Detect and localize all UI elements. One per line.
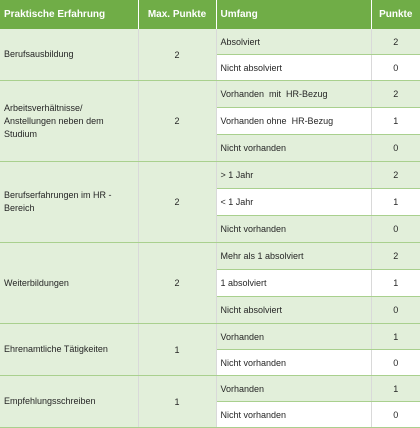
option-cell: Absolviert <box>216 29 372 55</box>
points-cell: 0 <box>371 134 420 162</box>
table-row: Nicht vorhanden 0 <box>0 349 420 376</box>
table-row: Berufserfahrungen im HR - Bereich 2 > 1 Ja… <box>0 161 420 243</box>
table-row: Nicht absolviert 0 <box>0 54 420 81</box>
max-points-cell: 2 <box>138 161 217 243</box>
points-cell: 2 <box>371 29 420 55</box>
points-cell: 0 <box>371 215 420 243</box>
header-scope: Umfang <box>216 0 372 29</box>
option-cell: Vorhanden mit HR-Bezug <box>216 80 372 108</box>
header-points: Punkte <box>371 0 420 29</box>
table-body: Berufsausbildung 2 Absolviert 2 Nicht absolv… <box>0 29 420 428</box>
points-cell: 2 <box>371 242 420 270</box>
option-cell: Nicht vorhanden <box>216 349 372 376</box>
option-cell: Nicht vorhanden <box>216 215 372 243</box>
table-row: Ehrenamtliche Tätigkeiten 1 Vorhanden 1 <box>0 323 420 376</box>
table-header-row: Praktische Erfahrung Max. Punkte Umfang … <box>0 0 420 29</box>
points-cell: 2 <box>371 80 420 108</box>
option-cell: < 1 Jahr <box>216 188 372 216</box>
option-cell: Nicht absolviert <box>216 54 372 81</box>
table-row: Empfehlungsschreiben 1 Vorhanden 1 <box>0 375 420 428</box>
option-cell: 1 absolviert <box>216 269 372 297</box>
table-row: Weiterbildungen 2 Mehr als 1 absolviert 2 <box>0 242 420 324</box>
category-cell: Berufserfahrungen im HR - Bereich <box>0 161 139 243</box>
table-row: Nicht vorhanden 0 <box>0 215 420 243</box>
points-cell: 1 <box>371 323 420 350</box>
option-cell: Vorhanden <box>216 323 372 350</box>
points-cell: 0 <box>371 401 420 428</box>
max-points-cell: 1 <box>138 323 217 376</box>
option-cell: > 1 Jahr <box>216 161 372 189</box>
max-points-cell: 2 <box>138 80 217 162</box>
table-row: < 1 Jahr 1 <box>0 188 420 216</box>
category-cell: Berufsausbildung <box>0 29 139 81</box>
option-cell: Nicht absolviert <box>216 296 372 324</box>
max-points-cell: 2 <box>138 242 217 324</box>
option-cell: Vorhanden <box>216 375 372 402</box>
category-cell: Weiterbildungen <box>0 242 139 324</box>
table-row: Vorhanden ohne HR-Bezug 1 <box>0 107 420 135</box>
header-max-points: Max. Punkte <box>138 0 217 29</box>
max-points-cell: 1 <box>138 375 217 428</box>
points-cell: 1 <box>371 375 420 402</box>
table-row: Nicht vorhanden 0 <box>0 134 420 162</box>
table-row: Nicht absolviert 0 <box>0 296 420 324</box>
option-cell: Nicht vorhanden <box>216 401 372 428</box>
points-cell: 0 <box>371 54 420 81</box>
table-row: 1 absolviert 1 <box>0 269 420 297</box>
category-cell: Empfehlungsschreiben <box>0 375 139 428</box>
option-cell: Mehr als 1 absolviert <box>216 242 372 270</box>
option-cell: Nicht vorhanden <box>216 134 372 162</box>
category-cell: Ehrenamtliche Tätigkeiten <box>0 323 139 376</box>
points-cell: 1 <box>371 269 420 297</box>
points-cell: 0 <box>371 349 420 376</box>
points-cell: 2 <box>371 161 420 189</box>
header-category: Praktische Erfahrung <box>0 0 139 29</box>
max-points-cell: 2 <box>138 29 217 81</box>
table-row: Arbeitsverhältnisse/ Anstellungen neben … <box>0 80 420 162</box>
category-cell: Arbeitsverhältnisse/ Anstellungen neben … <box>0 80 139 162</box>
points-cell: 1 <box>371 107 420 135</box>
table-row: Berufsausbildung 2 Absolviert 2 <box>0 29 420 81</box>
option-cell: Vorhanden ohne HR-Bezug <box>216 107 372 135</box>
points-cell: 1 <box>371 188 420 216</box>
points-cell: 0 <box>371 296 420 324</box>
